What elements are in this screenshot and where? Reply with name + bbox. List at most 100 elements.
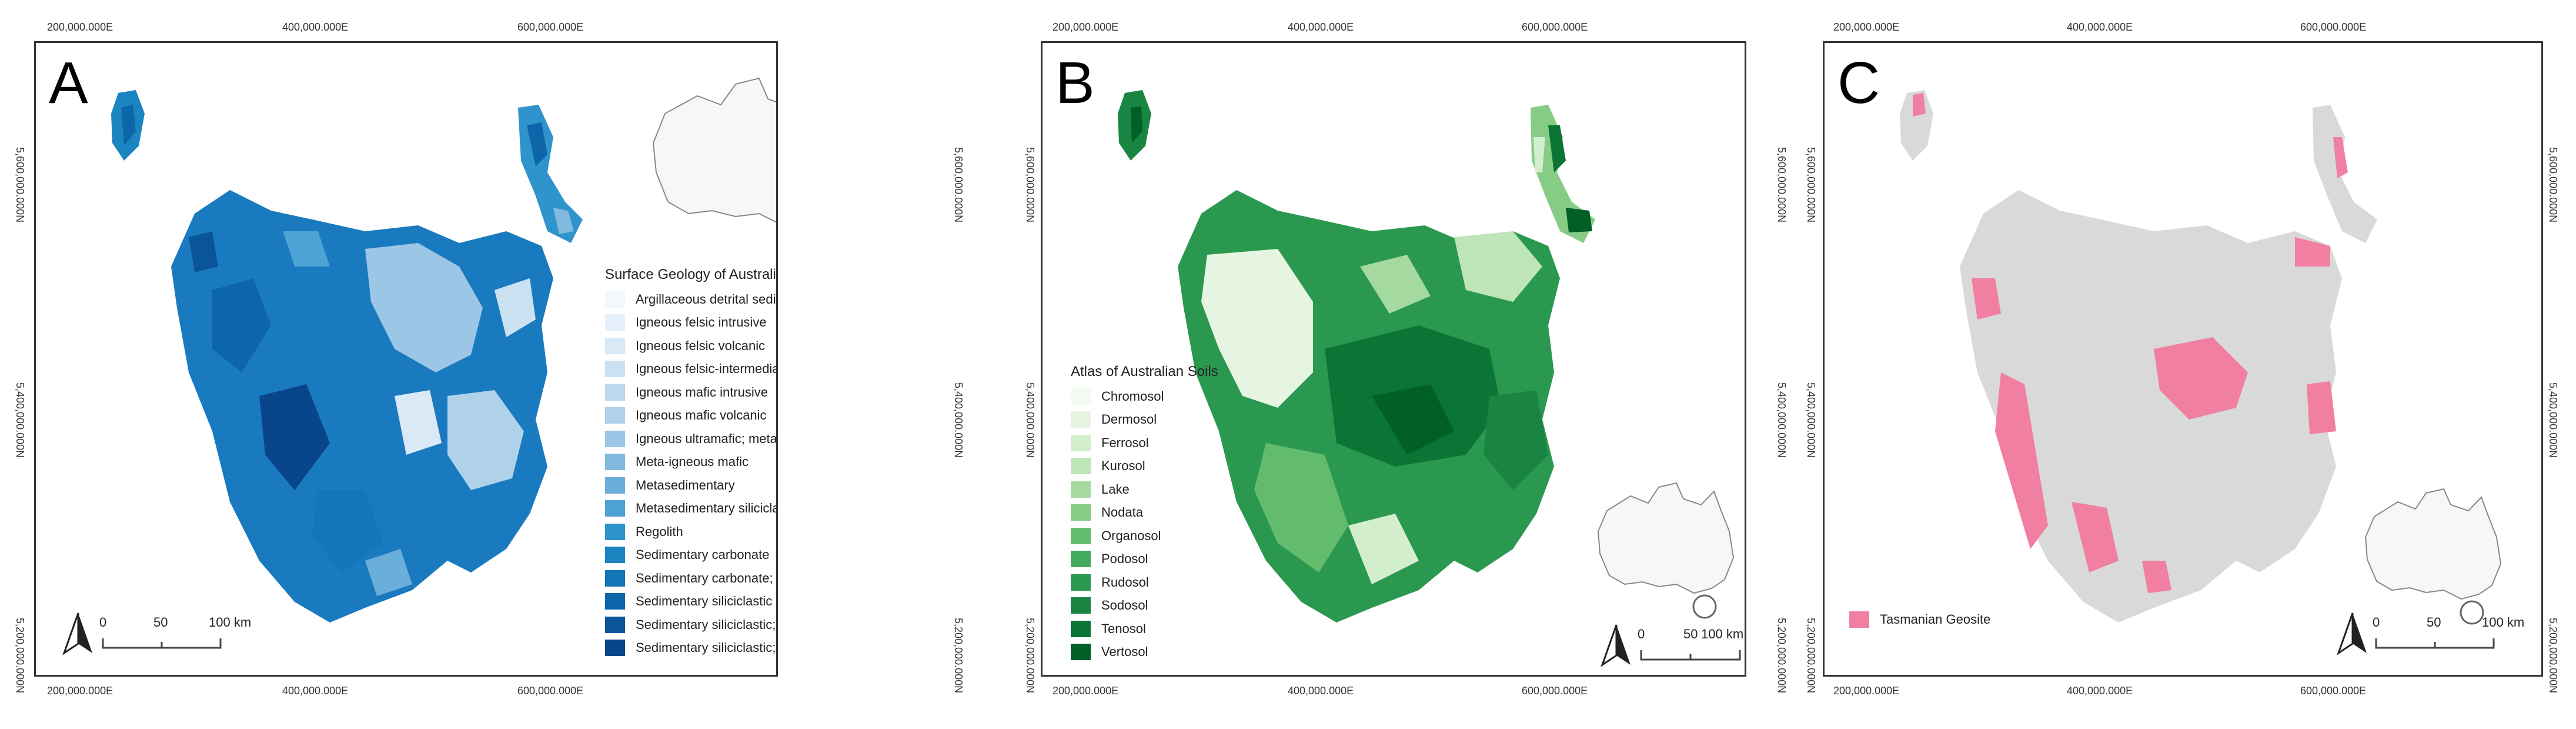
left-northing-5600k: 5,600,000.000N	[1024, 147, 1036, 223]
legend-swatch	[1849, 611, 1869, 628]
right-northing-5400k: 5,400,000.000N	[953, 382, 964, 458]
legend-item: Sedimentary siliciclastic; Regolith	[605, 637, 776, 660]
king-island	[111, 90, 145, 161]
tasmania-mainland	[171, 190, 553, 623]
australia-inset-map	[2357, 484, 2504, 628]
right-northing-5200k: 5,200,000.000N	[953, 618, 964, 694]
scale-bar: 0 50 100 km	[2373, 615, 2524, 656]
legend-a: Surface Geology of Australia (Lithology)…	[605, 267, 778, 660]
top-easting-200k: 200,000.000E	[47, 21, 113, 33]
legend-item: Nodata	[1071, 501, 1218, 525]
top-easting-400k: 400,000.000E	[2067, 21, 2133, 33]
legend-label: Sedimentary siliciclastic; Organic-rich …	[636, 617, 776, 632]
scale-bar: 0 50 100 km	[99, 615, 251, 656]
map-frame-a: A Surface Geology of Australia (Litholog…	[34, 41, 778, 677]
legend-swatch	[1071, 644, 1091, 661]
right-northing-5200k: 5,200,000.000N	[1776, 618, 1788, 694]
flinders-island	[1531, 105, 1595, 243]
legend-label: Sedimentary siliciclastic	[636, 594, 773, 609]
left-northing-5400k: 5,400,000.000N	[14, 382, 26, 458]
legend-swatch	[1071, 481, 1091, 498]
legend-item: Igneous ultramafic; meta-igneous ultrama…	[605, 427, 777, 451]
scale-bar: 0 50 100 km	[1638, 627, 1745, 668]
legend-c: Tasmanian Geosite	[1849, 608, 1990, 631]
right-northing-5600k: 5,600,000.000N	[1776, 147, 1788, 223]
legend-label: Igneous ultramafic; meta-igneous ultrama…	[636, 431, 777, 446]
legend-label: Sodosol	[1101, 598, 1148, 613]
left-northing-5200k: 5,200,000.000N	[14, 618, 26, 694]
legend-label: Igneous felsic volcanic	[636, 338, 766, 353]
top-easting-200k: 200,000.000E	[1833, 21, 1900, 33]
right-northing-5400k: 5,400,000.000N	[1776, 382, 1788, 458]
legend-label: Igneous mafic volcanic	[636, 408, 767, 423]
legend-swatch	[605, 384, 625, 401]
right-northing-5200k: 5,200,000.000N	[2547, 618, 2559, 694]
top-easting-600k: 600,000.000E	[517, 21, 584, 33]
left-northing-5200k: 5,200,000.000N	[1805, 618, 1817, 694]
bottom-easting-600k: 600,000.000E	[517, 685, 584, 697]
bottom-easting-600k: 600,000.000E	[2300, 685, 2367, 697]
map-frame-b: B Atlas of Australian Soils Chromosol De…	[1041, 41, 1746, 677]
legend-label: Igneous felsic-intermediate volcanic	[636, 361, 776, 377]
legend-item: Igneous felsic-intermediate volcanic	[605, 358, 776, 381]
legend-title-b: Atlas of Australian Soils	[1071, 364, 1218, 380]
right-northing-5400k: 5,400,000.000N	[2547, 382, 2559, 458]
legend-label: Organosol	[1101, 528, 1161, 543]
flinders-island	[2313, 105, 2377, 243]
legend-swatch	[605, 640, 625, 657]
top-easting-200k: 200,000.000E	[1053, 21, 1119, 33]
tasmania-geosite-map	[1900, 90, 2377, 623]
legend-label: Igneous mafic intrusive	[636, 384, 768, 400]
legend-label: Meta-igneous mafic	[636, 454, 749, 470]
legend-item: Meta-igneous mafic	[605, 451, 776, 474]
bottom-easting-400k: 400,000.000E	[282, 685, 349, 697]
legend-label: Tenosol	[1101, 621, 1146, 636]
australia-inset-map	[1589, 478, 1736, 623]
legend-label: Vertosol	[1101, 644, 1148, 660]
king-island	[1900, 90, 1933, 161]
legend-label: Podosol	[1101, 551, 1148, 567]
legend-label: Nodata	[1101, 505, 1143, 520]
scale-tick-50: 50	[2427, 615, 2441, 630]
legend-b: Atlas of Australian Soils Chromosol Derm…	[1071, 364, 1218, 664]
panel-label-c: C	[1837, 50, 1880, 116]
legend-label: Metasedimentary	[636, 477, 735, 492]
scale-tick-50: 50	[153, 615, 168, 630]
bottom-easting-200k: 200,000.000E	[1053, 685, 1119, 697]
map-frame-c: C Tasmanian Geosite 0 50 100 km	[1823, 41, 2543, 677]
legend-item: Tenosol	[1071, 617, 1218, 641]
legend-swatch	[605, 430, 625, 447]
tasmania-soils-map	[1118, 90, 1595, 623]
left-northing-5600k: 5,600,000.000N	[14, 147, 26, 223]
tasmania-mainland	[1178, 190, 1560, 623]
bottom-easting-200k: 200,000.000E	[47, 685, 113, 697]
legend-label: Sedimentary siliciclastic; Regolith	[636, 640, 776, 655]
scale-tick-50: 50	[1683, 627, 1698, 641]
panel-label-b: B	[1055, 50, 1095, 116]
panel-label-a: A	[49, 50, 88, 116]
legend-swatch	[1071, 527, 1091, 544]
legend-item: Sedimentary carbonate; Sedimentary silic…	[605, 567, 776, 590]
legend-label: Sedimentary carbonate; Sedimentary silic…	[636, 570, 776, 585]
legend-swatch	[605, 547, 625, 564]
legend-item: Organosol	[1071, 524, 1218, 548]
legend-swatch	[605, 314, 625, 331]
legend-item: Metasedimentary	[605, 474, 776, 497]
right-northing-5600k: 5,600,000.000N	[953, 147, 964, 223]
scale-tick-100: 100 km	[1701, 627, 1744, 641]
legend-swatch	[605, 616, 625, 633]
legend-swatch	[605, 500, 625, 517]
left-northing-5600k: 5,600,000.000N	[1805, 147, 1817, 223]
legend-swatch	[605, 407, 625, 424]
legend-label: Chromosol	[1101, 388, 1164, 404]
legend-label: Metasedimentary siliciclastic	[636, 501, 778, 516]
legend-swatch	[1071, 597, 1091, 614]
legend-swatch	[1071, 574, 1091, 591]
top-easting-400k: 400,000.000E	[1288, 21, 1354, 33]
legend-item: Kurosol	[1071, 455, 1218, 478]
bottom-easting-400k: 400,000.000E	[2067, 685, 2133, 697]
legend-label: Igneous felsic intrusive	[636, 315, 767, 330]
legend-item: Regolith	[605, 520, 776, 544]
legend-swatch	[1071, 551, 1091, 568]
legend-label: Regolith	[636, 524, 683, 539]
